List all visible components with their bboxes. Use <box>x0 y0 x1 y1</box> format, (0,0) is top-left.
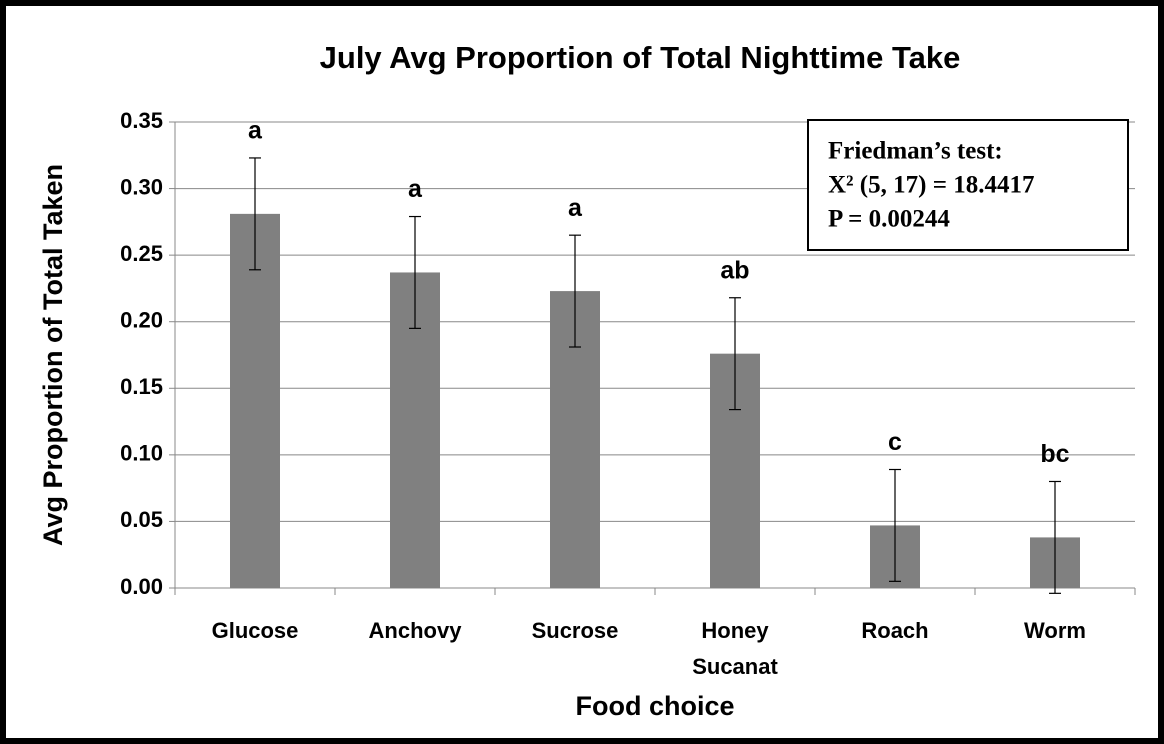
error-bar <box>249 157 261 271</box>
x-tick-label: Roach <box>861 618 928 643</box>
x-tick-label-line: Sucanat <box>692 654 778 679</box>
error-bar <box>409 215 421 329</box>
x-tick-label-line: Honey <box>701 618 769 643</box>
y-tick-label: 0.05 <box>120 507 163 532</box>
x-tick-label: Sucrose <box>532 618 619 643</box>
y-tick-label: 0.35 <box>120 108 163 133</box>
annotation-text: Friedman’s test: <box>828 138 1003 165</box>
x-tick-label: Worm <box>1024 618 1086 643</box>
significance-letter: c <box>888 428 902 456</box>
error-bar <box>1049 480 1061 594</box>
x-tick-label: Honey Sucanat <box>692 618 778 679</box>
significance-letter: a <box>568 194 583 222</box>
significance-letter: a <box>248 117 263 145</box>
y-tick-label: 0.30 <box>120 174 163 199</box>
annotation-text: X² (5, 17) = 18.4417 <box>828 172 1034 199</box>
bar <box>230 213 280 588</box>
y-tick-label: 0.10 <box>120 441 163 466</box>
y-tick-label: 0.15 <box>120 374 163 399</box>
y-tick-label: 0.25 <box>120 241 163 266</box>
error-bar <box>729 297 741 411</box>
y-axis-label: Avg Proportion of Total Taken <box>38 164 68 546</box>
annotation-text: P = 0.00244 <box>828 206 950 233</box>
chart-title: July Avg Proportion of Total Nighttime T… <box>320 40 961 75</box>
x-axis-label: Food choice <box>575 691 734 721</box>
x-tick-label: Anchovy <box>369 618 463 643</box>
annotation-box <box>807 119 1129 251</box>
y-tick-label: 0.20 <box>120 308 163 333</box>
y-tick-label: 0.00 <box>120 574 163 599</box>
significance-letter: bc <box>1040 440 1069 468</box>
error-bar <box>889 468 901 582</box>
error-bar <box>569 234 581 348</box>
significance-letter: a <box>408 175 423 203</box>
significance-letter: ab <box>720 256 749 284</box>
x-tick-label: Glucose <box>212 618 299 643</box>
